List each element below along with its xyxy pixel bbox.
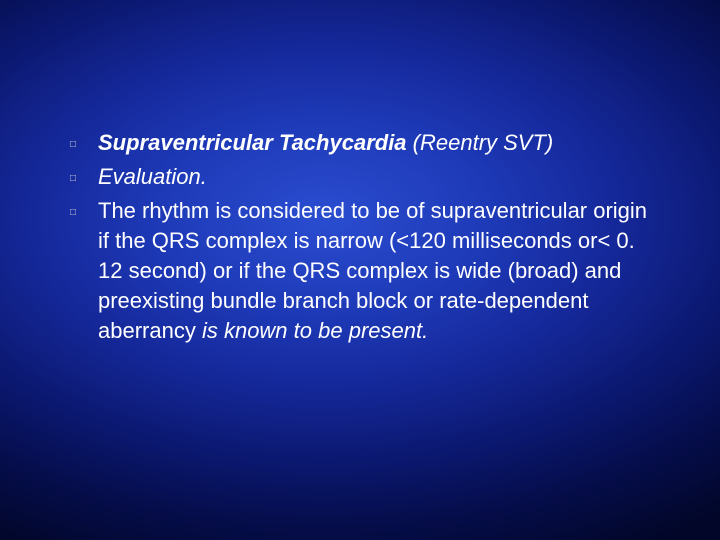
slide-content: □Supraventricular Tachycardia (Reentry S… — [70, 128, 660, 348]
text-run: Supraventricular Tachycardia — [98, 130, 413, 155]
bullet-item: □Evaluation. — [70, 162, 660, 194]
bullet-text: The rhythm is considered to be of suprav… — [98, 196, 660, 346]
bullet-marker: □ — [70, 128, 98, 160]
bullet-text: Evaluation. — [98, 162, 660, 192]
text-run: is known to be present. — [202, 318, 428, 343]
text-run: Evaluation. — [98, 164, 207, 189]
bullet-item: □The rhythm is considered to be of supra… — [70, 196, 660, 346]
bullet-item: □Supraventricular Tachycardia (Reentry S… — [70, 128, 660, 160]
bullet-marker: □ — [70, 162, 98, 194]
bullet-marker: □ — [70, 196, 98, 228]
text-run: (Reentry SVT) — [413, 130, 554, 155]
bullet-text: Supraventricular Tachycardia (Reentry SV… — [98, 128, 660, 158]
